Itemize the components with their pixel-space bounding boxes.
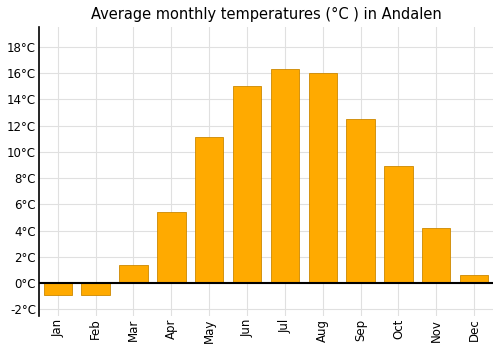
Bar — [44, 283, 72, 295]
Bar — [422, 228, 450, 283]
Bar — [82, 283, 110, 295]
Bar — [308, 73, 337, 283]
Title: Average monthly temperatures (°C ) in Andalen: Average monthly temperatures (°C ) in An… — [90, 7, 442, 22]
Bar — [384, 166, 412, 283]
Bar — [346, 119, 375, 283]
Bar — [157, 212, 186, 283]
Bar — [233, 86, 261, 283]
Bar — [120, 265, 148, 283]
Bar — [195, 138, 224, 283]
Bar — [270, 69, 299, 283]
Bar — [460, 275, 488, 283]
